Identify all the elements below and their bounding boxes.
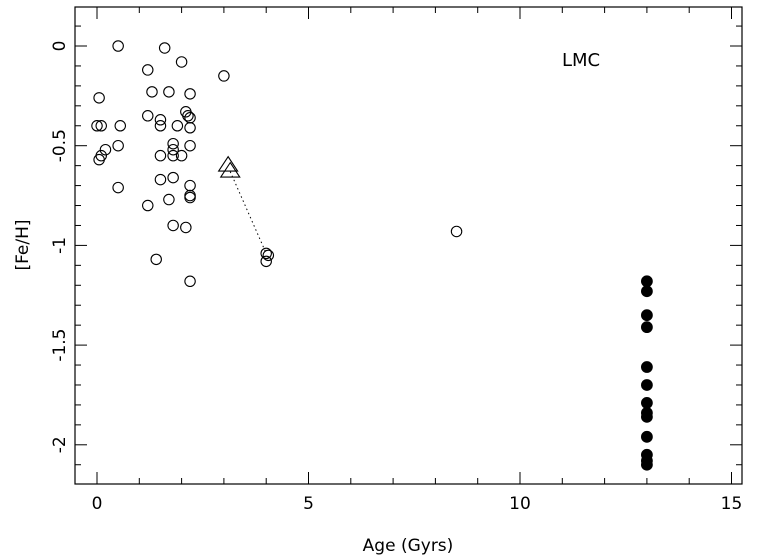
open-circle-point: [114, 120, 127, 132]
x-tick-label: 15: [721, 494, 743, 514]
open-circle-point: [167, 219, 179, 232]
x-tick-label: 0: [92, 494, 103, 514]
open-circle-point: [154, 120, 167, 132]
open-circle-point: [112, 181, 124, 194]
open-circle-point: [218, 70, 230, 82]
y-axis-title: [Fe/H]: [13, 219, 33, 270]
y-tick-label: -1: [50, 237, 70, 254]
open-circle-point: [146, 86, 158, 98]
open-circle-point: [150, 253, 162, 266]
open-circle-point: [167, 143, 179, 156]
open-circle-point: [142, 110, 154, 122]
filled-circle-point: [641, 410, 653, 423]
open-circle-point: [175, 56, 188, 68]
data-marks: [91, 40, 653, 471]
open-circle-point: [154, 173, 167, 186]
connector-line: [229, 171, 267, 254]
axis-ticks: [75, 7, 742, 484]
open-circle-point: [171, 120, 184, 132]
open-circle-point: [167, 171, 179, 184]
open-circle-point: [184, 88, 196, 100]
y-tick-label: -2: [50, 436, 70, 453]
open-circle-point: [175, 149, 188, 162]
axis-tick-labels: 0 5 10 15 0 -0.5 -1 -1.5 -2: [50, 41, 742, 514]
open-triangle-point: [219, 161, 241, 178]
y-tick-label: -0.5: [50, 129, 70, 162]
open-circle-point: [260, 247, 272, 260]
open-circle-point: [158, 42, 171, 54]
open-circle-point: [99, 143, 112, 156]
open-circle-point: [184, 179, 196, 192]
filled-circle-point: [641, 397, 653, 409]
open-circle-point: [260, 255, 272, 268]
open-circle-point: [154, 114, 167, 126]
open-circle-point: [112, 139, 124, 152]
filled-circle-point: [641, 430, 653, 443]
open-circle-point: [182, 110, 194, 122]
open-circle-point: [142, 64, 154, 76]
open-circle-point: [93, 153, 105, 166]
filled-circle-point: [641, 285, 653, 298]
open-circle-point: [112, 40, 124, 52]
open-circle-point: [184, 191, 196, 204]
filled-circle-point: [641, 309, 653, 322]
filled-circle-point: [641, 275, 653, 288]
open-triangle-point: [217, 155, 239, 172]
x-tick-label: 10: [509, 494, 531, 514]
annotation-lmc: LMC: [562, 50, 600, 71]
open-circle-point: [450, 225, 463, 238]
open-circle-point: [142, 199, 154, 212]
filled-circle-point: [641, 321, 653, 334]
filled-circle-point: [641, 361, 653, 373]
filled-circle-point: [641, 458, 653, 471]
open-circle-point: [184, 139, 196, 152]
open-circle-point: [93, 92, 105, 104]
open-circle-point: [184, 122, 196, 134]
open-circle-point: [91, 120, 103, 132]
open-circle-point: [180, 221, 192, 234]
open-circle-point: [167, 149, 179, 162]
x-tick-label: 5: [303, 494, 314, 514]
open-circle-point: [163, 193, 175, 206]
open-circle-point: [184, 275, 196, 288]
filled-circle-point: [641, 379, 653, 391]
open-circle-point: [154, 149, 167, 162]
open-circle-point: [167, 137, 179, 150]
y-tick-label: 0: [50, 41, 70, 52]
y-tick-label: -1.5: [50, 329, 70, 362]
open-circle-point: [95, 120, 107, 132]
dotted-connector: [229, 171, 267, 254]
open-circle-point: [163, 86, 175, 98]
open-circle-point: [262, 249, 275, 262]
x-axis-title: Age (Gyrs): [363, 536, 454, 556]
